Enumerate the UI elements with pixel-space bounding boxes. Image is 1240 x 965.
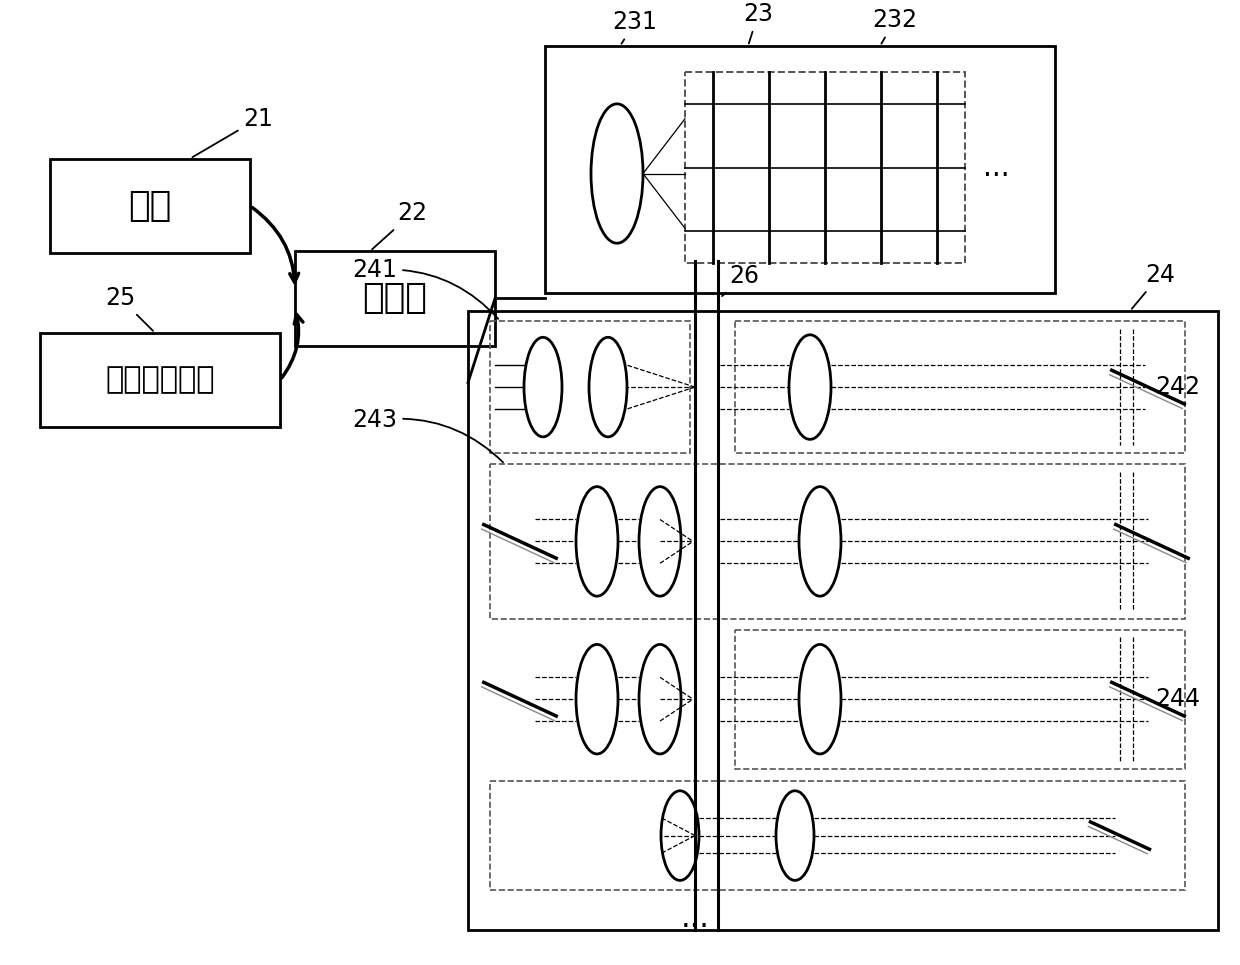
Bar [546, 46, 1055, 293]
Text: 25: 25 [105, 286, 153, 331]
Text: ...: ... [681, 903, 709, 933]
Text: 信号采集设备: 信号采集设备 [105, 366, 215, 395]
FancyArrowPatch shape [281, 315, 303, 378]
Text: 231: 231 [613, 11, 657, 43]
Text: 光源: 光源 [129, 189, 171, 223]
Text: 24: 24 [1132, 263, 1176, 309]
Text: 241: 241 [352, 258, 498, 318]
Bar [467, 311, 1218, 930]
Text: 耦合器: 耦合器 [362, 282, 428, 316]
Bar [490, 781, 1185, 891]
Text: 232: 232 [873, 9, 918, 43]
Bar [735, 321, 1185, 454]
Text: 242: 242 [1154, 375, 1200, 400]
Text: 23: 23 [743, 2, 773, 43]
Bar [735, 629, 1185, 769]
Bar [50, 158, 250, 253]
Text: 243: 243 [352, 408, 503, 462]
Text: 26: 26 [722, 264, 759, 296]
Bar [490, 464, 1185, 619]
Text: 244: 244 [1154, 687, 1200, 711]
Text: 22: 22 [372, 202, 427, 249]
Bar [684, 72, 965, 263]
Text: ...: ... [983, 153, 1009, 181]
Bar [40, 333, 280, 427]
Bar [490, 321, 689, 454]
FancyArrowPatch shape [252, 207, 299, 283]
Text: 21: 21 [192, 107, 273, 157]
Bar [295, 251, 495, 345]
